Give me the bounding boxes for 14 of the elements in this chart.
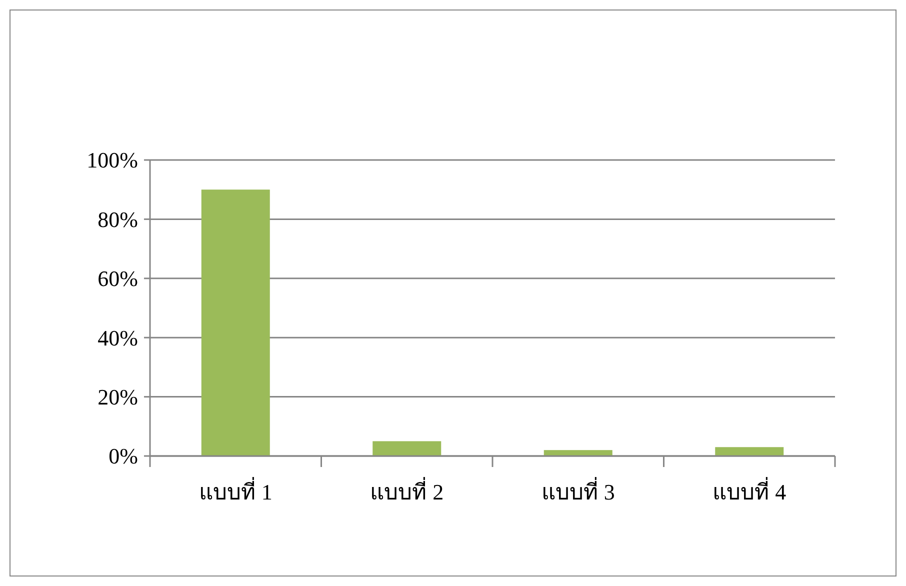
y-tick-label: 40%	[98, 325, 138, 350]
y-tick-label: 100%	[86, 148, 138, 173]
bar	[372, 441, 442, 456]
x-tick-label: แบบที่ 1	[198, 476, 272, 505]
bar	[715, 447, 784, 456]
x-tick-label: แบบที่ 3	[541, 476, 615, 505]
x-tick-label: แบบที่ 2	[370, 476, 444, 505]
bar	[201, 190, 270, 456]
y-tick-label: 80%	[98, 206, 138, 232]
y-tick-label: 0%	[108, 444, 138, 469]
bar	[544, 450, 612, 456]
x-tick-label: แบบที่ 4	[712, 476, 786, 505]
y-tick-label: 60%	[98, 266, 138, 292]
y-tick-label: 20%	[98, 384, 138, 410]
